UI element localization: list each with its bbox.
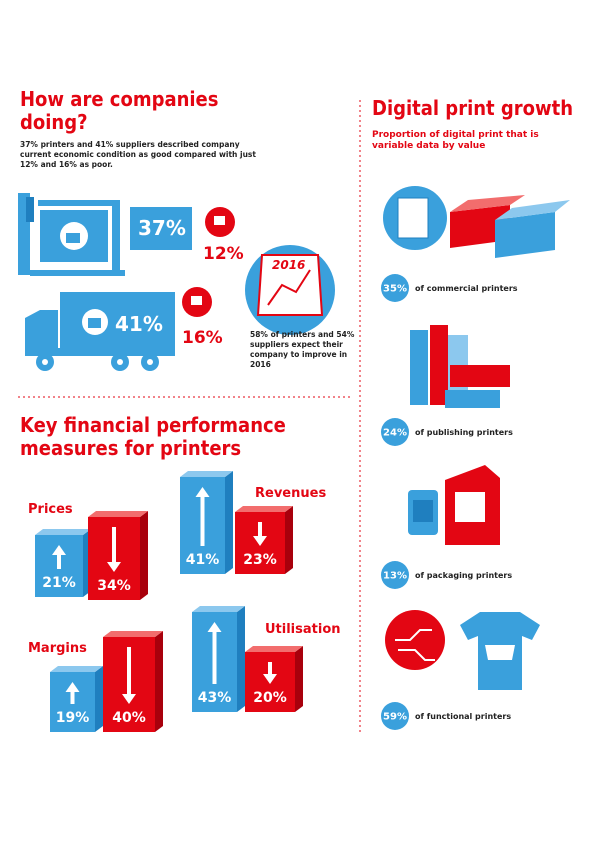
block-side bbox=[95, 666, 103, 732]
percent: 23% bbox=[243, 552, 277, 568]
thumbs-down-hand bbox=[191, 296, 202, 305]
intro: 37% printers and 41% suppliers described… bbox=[20, 140, 256, 169]
block-top bbox=[35, 529, 91, 535]
block-side bbox=[295, 646, 303, 712]
billboard-icon bbox=[18, 193, 192, 276]
value-badge bbox=[381, 702, 409, 730]
value-label: of functional printers bbox=[415, 712, 511, 721]
truck-poor: 16% bbox=[182, 328, 223, 348]
block-top bbox=[180, 471, 233, 477]
arrow-up bbox=[52, 545, 66, 569]
block-top bbox=[50, 666, 103, 672]
arrow-down bbox=[122, 647, 136, 704]
block-top bbox=[192, 606, 245, 612]
functional-icon bbox=[385, 610, 540, 690]
value-label: of publishing printers bbox=[415, 428, 513, 437]
measure-label: Utilisation bbox=[265, 622, 341, 637]
measure-label: Revenues bbox=[255, 486, 326, 501]
arrow-up bbox=[65, 682, 80, 704]
percent: 40% bbox=[112, 710, 146, 726]
value-label: of commercial printers bbox=[415, 284, 518, 293]
block-top bbox=[245, 646, 303, 652]
section-title: Key financial performance measures for p… bbox=[20, 413, 286, 460]
value-badge bbox=[381, 561, 409, 589]
percent: 19% bbox=[56, 710, 90, 726]
percent: 34% bbox=[97, 578, 131, 594]
truck-good: 41% bbox=[115, 312, 163, 336]
section-title: Digital print growth bbox=[372, 96, 574, 120]
arrow-down bbox=[263, 662, 277, 684]
value-badge bbox=[381, 418, 409, 446]
percent: 41% bbox=[186, 552, 220, 568]
section-title: How are companies doing? bbox=[20, 87, 219, 134]
block-side bbox=[155, 631, 163, 732]
value: 59% bbox=[383, 712, 407, 723]
block-side bbox=[285, 506, 293, 574]
publishing-icon bbox=[410, 325, 510, 408]
calendar-trend bbox=[267, 269, 311, 306]
arrow-down bbox=[253, 522, 267, 546]
calendar-year: 2016 bbox=[272, 258, 306, 272]
arrow-down bbox=[107, 527, 121, 572]
billboard-good: 37% bbox=[138, 216, 186, 240]
arrow-up bbox=[207, 622, 222, 684]
value: 13% bbox=[383, 571, 407, 582]
value-badge bbox=[381, 274, 409, 302]
billboard-poor: 12% bbox=[203, 244, 244, 264]
arrow-up bbox=[195, 487, 210, 546]
commercial-icon bbox=[383, 186, 570, 258]
measure-label: Prices bbox=[28, 502, 73, 517]
measure-label: Margins bbox=[28, 641, 87, 656]
calendar bbox=[256, 254, 324, 316]
value: 35% bbox=[383, 284, 407, 295]
value: 24% bbox=[383, 428, 407, 439]
calendar-note: 58% of printers and 54% suppliers expect… bbox=[250, 330, 355, 369]
block-top bbox=[235, 506, 293, 512]
percent: 20% bbox=[253, 690, 287, 706]
thumbs-down-hand bbox=[214, 216, 225, 225]
block-top bbox=[88, 511, 148, 517]
block-side bbox=[225, 471, 233, 574]
subtitle: Proportion of digital print that is vari… bbox=[372, 130, 539, 151]
value-label: of packaging printers bbox=[415, 571, 512, 580]
packaging-icon bbox=[408, 465, 500, 545]
block-top bbox=[103, 631, 163, 637]
percent: 21% bbox=[42, 575, 76, 591]
percent: 43% bbox=[198, 690, 232, 706]
truck-icon bbox=[25, 292, 175, 371]
block-side bbox=[140, 511, 148, 600]
block-side bbox=[237, 606, 245, 712]
